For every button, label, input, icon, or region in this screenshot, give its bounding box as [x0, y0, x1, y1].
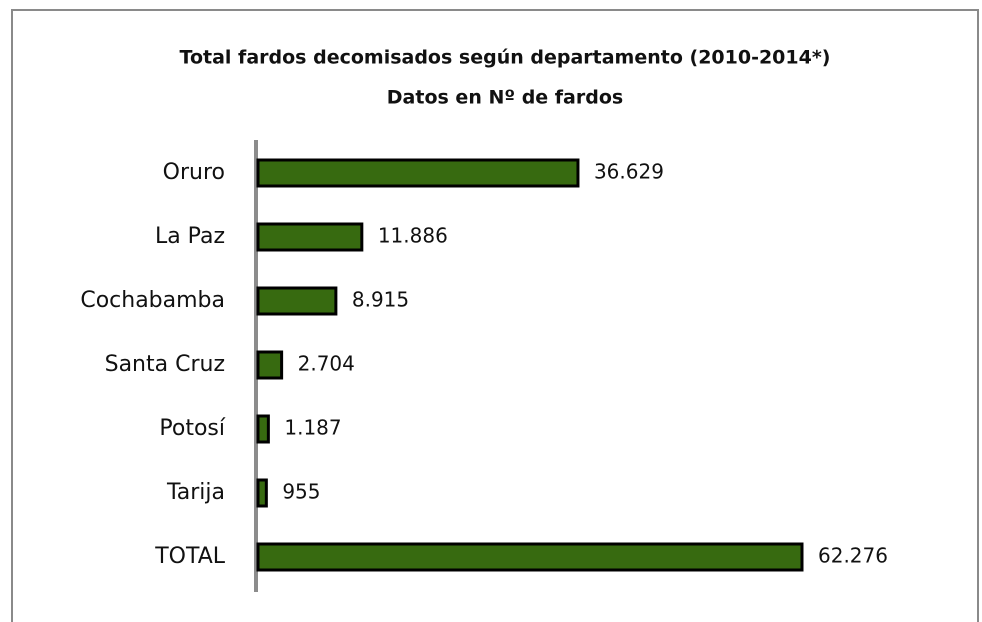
category-label: Cochabamba — [80, 288, 225, 313]
value-label: 8.915 — [352, 288, 409, 312]
bar — [256, 478, 268, 508]
bar — [256, 542, 804, 572]
value-label: 62.276 — [818, 544, 888, 568]
frame — [11, 9, 979, 622]
bar — [256, 222, 364, 252]
category-label: La Paz — [155, 224, 225, 249]
category-label: Tarija — [166, 480, 225, 505]
category-label: TOTAL — [154, 544, 226, 569]
category-label: Oruro — [163, 160, 225, 185]
bar — [256, 286, 338, 316]
value-label: 36.629 — [594, 160, 664, 184]
bar — [256, 350, 284, 380]
value-label: 955 — [282, 480, 320, 504]
bar — [256, 158, 580, 188]
category-label: Potosí — [159, 416, 225, 441]
chart-title: Total fardos decomisados según departame… — [180, 47, 831, 69]
bar — [256, 414, 270, 444]
category-label: Santa Cruz — [105, 352, 225, 377]
value-label: 11.886 — [378, 224, 448, 248]
value-label: 2.704 — [298, 352, 355, 376]
chart-subtitle: Datos en Nº de fardos — [387, 87, 623, 109]
value-label: 1.187 — [284, 416, 341, 440]
